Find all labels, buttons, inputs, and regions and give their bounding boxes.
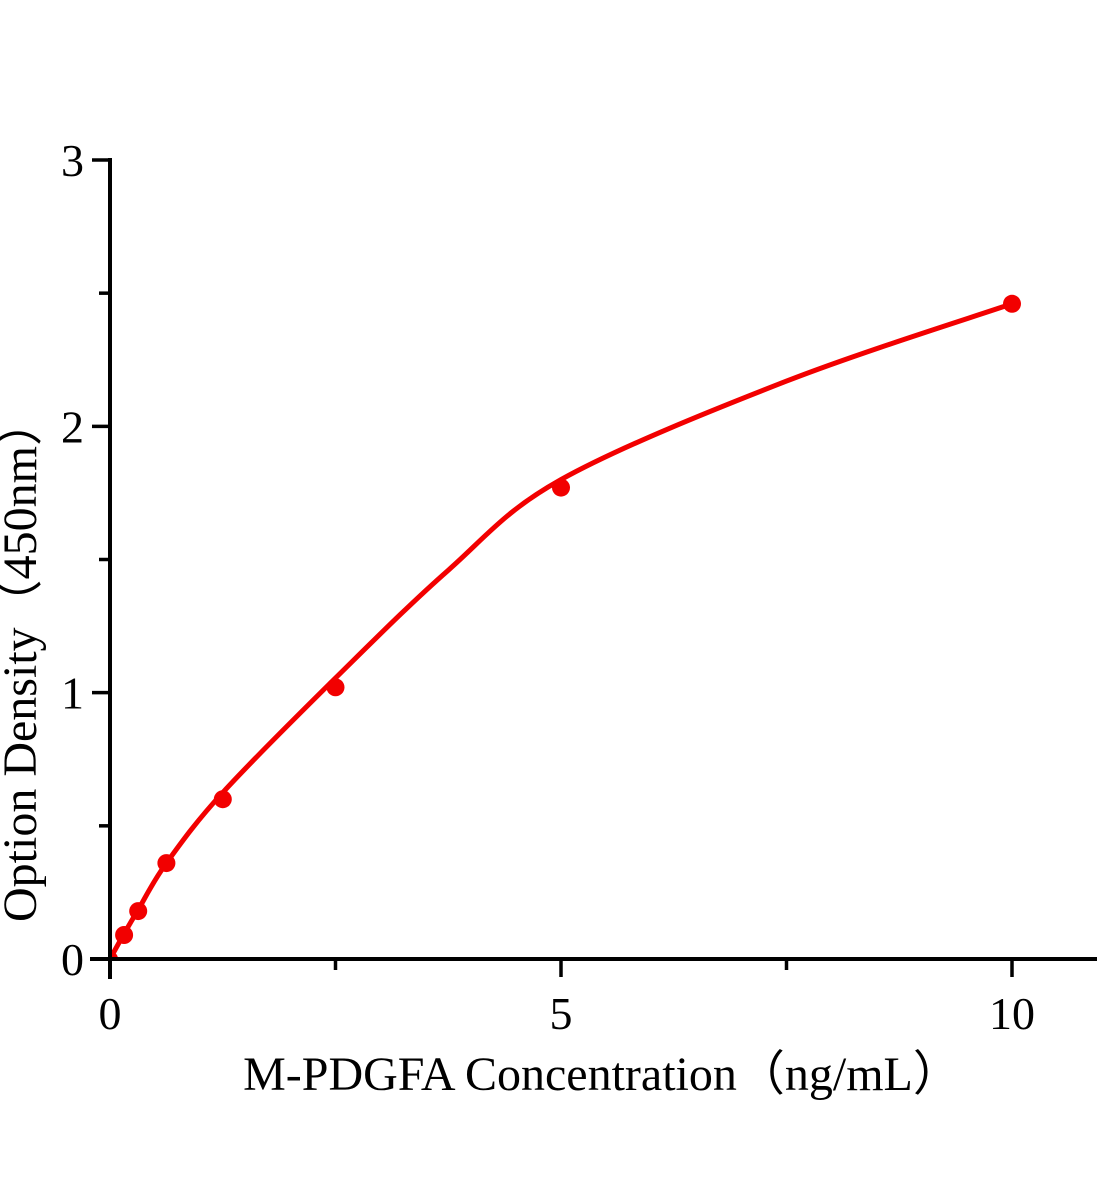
data-point [115,926,134,944]
data-series-layer [110,294,1021,959]
x-tick-label: 10 [989,988,1035,1039]
y-tick-label: 1 [61,668,84,719]
axis-layer [90,158,1097,979]
x-tick-label: 0 [99,988,122,1039]
data-point [213,790,232,809]
data-point [157,854,176,873]
data-point [1003,294,1021,313]
data-point [129,902,148,921]
y-tick-label: 2 [61,401,84,452]
fitted-curve [110,301,1015,959]
y-axis-title: Option Density（450nm） [0,398,47,922]
x-tick-label: 5 [550,988,573,1039]
y-tick-label: 0 [61,934,84,985]
y-tick-label: 3 [61,135,84,186]
data-point [552,478,570,497]
x-axis-title: M-PDGFA Concentration（ng/mL） [243,1048,961,1101]
tick-label-layer: 0 5 10 0 1 2 3 [61,135,1035,1039]
data-point [326,678,345,697]
